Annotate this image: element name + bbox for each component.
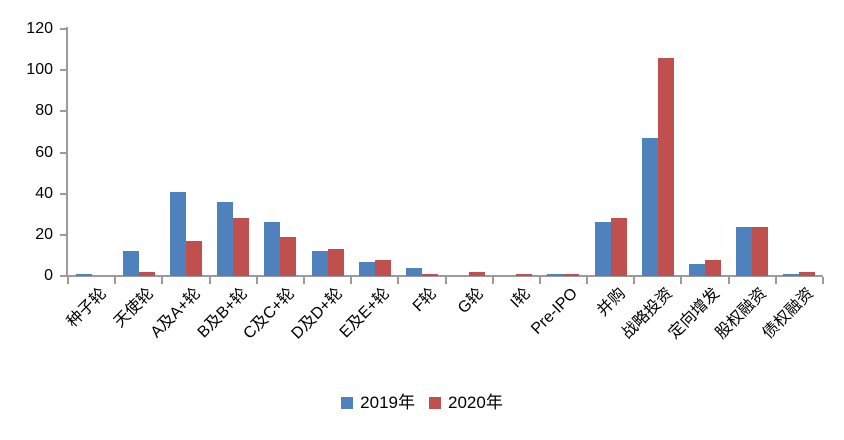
x-axis-tick — [444, 277, 447, 284]
x-axis-tick — [208, 277, 211, 284]
bar-2019年-战略投资 — [641, 138, 658, 276]
bar-2020年-F轮 — [421, 274, 438, 276]
y-axis-tick — [60, 151, 66, 154]
bar-2020年-C及C+轮 — [280, 237, 297, 276]
bar-2020年-A及A+轮 — [185, 241, 202, 276]
legend: 2019年 2020年 — [0, 393, 844, 413]
bar-2019年-债权融资 — [783, 274, 800, 276]
bar-2020年-E及E+轮 — [374, 260, 391, 276]
bar-2019年-Pre-IPO — [547, 274, 564, 276]
y-axis-tick-label: 80 — [35, 102, 53, 120]
legend-swatch-2020-icon — [429, 397, 441, 409]
y-axis-tick-label: 120 — [26, 20, 53, 37]
x-axis-tick — [397, 277, 400, 284]
x-axis-tick — [491, 277, 494, 284]
y-axis-tick-label: 100 — [26, 61, 53, 79]
bar-2019年-F轮 — [405, 268, 422, 276]
legend-label-2019: 2019年 — [360, 393, 415, 412]
bar-2020年-I轮 — [516, 274, 533, 276]
legend-item-2020: 2020年 — [429, 393, 503, 413]
bar-2020年-定向增发 — [705, 260, 722, 276]
legend-label-2020: 2020年 — [448, 393, 503, 412]
y-axis-tick-label: 20 — [35, 225, 53, 243]
y-axis-tick-label: 0 — [44, 267, 53, 284]
bar-2019年-E及E+轮 — [358, 262, 375, 276]
x-axis-tick — [633, 277, 636, 284]
y-axis-tick — [60, 233, 66, 236]
y-axis-tick — [60, 192, 66, 195]
x-axis-tick — [680, 277, 683, 284]
x-axis-tick — [774, 277, 777, 284]
bar-2019年-种子轮 — [75, 274, 92, 276]
bar-2020年-债权融资 — [799, 272, 816, 276]
legend-swatch-2019-icon — [341, 397, 354, 409]
bar-2020年-战略投资 — [657, 58, 674, 276]
x-axis-tick — [67, 277, 69, 284]
bar-2020年-并购 — [610, 218, 627, 276]
y-axis-tick — [60, 28, 66, 30]
y-axis-line — [66, 27, 68, 277]
y-axis-tick — [60, 110, 66, 113]
bar-2019年-定向增发 — [689, 264, 706, 276]
bar-2020年-天使轮 — [138, 272, 155, 276]
bar-2019年-天使轮 — [122, 251, 139, 276]
bar-2020年-股权融资 — [752, 227, 769, 276]
bar-2020年-Pre-IPO — [563, 274, 580, 276]
bar-2019年-B及B+轮 — [217, 202, 234, 276]
x-axis-tick — [255, 277, 258, 284]
y-axis-tick — [60, 69, 66, 72]
x-axis-tick — [114, 277, 117, 284]
bar-2019年-股权融资 — [736, 227, 753, 276]
y-axis-tick-label: 60 — [35, 143, 53, 161]
x-axis-tick — [538, 277, 541, 284]
y-axis-tick — [60, 275, 66, 277]
bar-2020年-D及D+轮 — [327, 249, 344, 276]
x-axis-tick — [586, 277, 589, 284]
bar-2020年-B及B+轮 — [233, 218, 250, 276]
x-axis-line — [66, 275, 823, 277]
bar-2020年-G轮 — [469, 272, 486, 276]
x-axis-tick — [161, 277, 164, 284]
x-axis-tick — [822, 277, 824, 284]
legend-item-2019: 2019年 — [341, 393, 415, 413]
bar-2019年-C及C+轮 — [264, 222, 281, 276]
bar-2019年-A及A+轮 — [169, 192, 186, 276]
y-axis-tick-label: 40 — [35, 184, 53, 202]
bar-2019年-并购 — [594, 222, 611, 276]
bar-2019年-D及D+轮 — [311, 251, 328, 276]
x-axis-tick — [350, 277, 353, 284]
x-axis-tick — [727, 277, 730, 284]
x-axis-tick — [302, 277, 305, 284]
